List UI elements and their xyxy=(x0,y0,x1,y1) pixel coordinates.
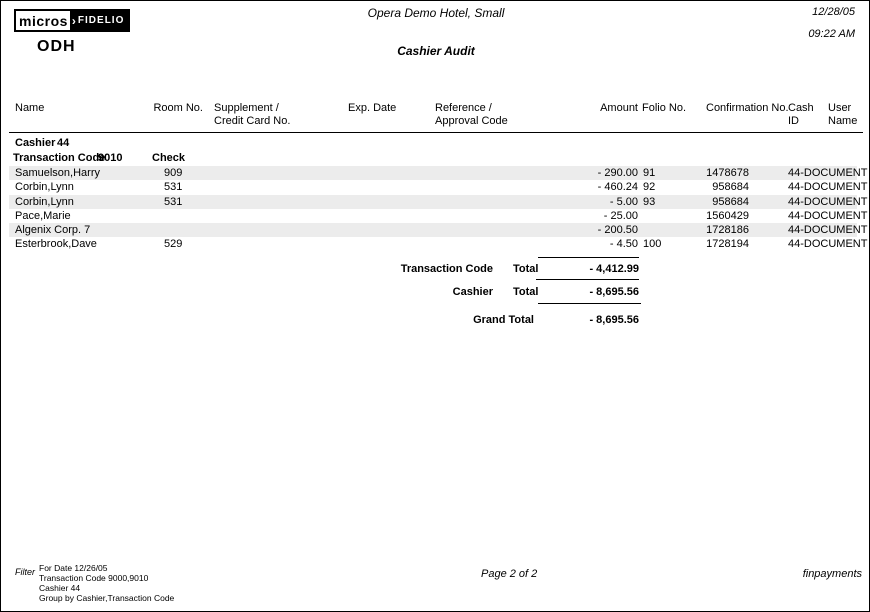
cell-amount: - 25.00 xyxy=(603,209,638,222)
cell-name: Samuelson,Harry xyxy=(15,167,100,179)
cell-name: Corbin,Lynn xyxy=(15,195,74,208)
cell-confirmation: 1728186 xyxy=(706,224,749,237)
col-header-folio: Folio No. xyxy=(642,102,687,114)
cell-user: 44-DOCUMENT xyxy=(788,209,868,222)
cell-user: 44-DOCUMENT xyxy=(788,224,868,237)
grand-total-label: Grand Total xyxy=(473,314,534,326)
table-row: Corbin,Lynn 531 - 5.00 93 958684 44-DOCU… xyxy=(9,194,867,209)
cell-user: 44-DOCUMENT xyxy=(788,195,868,208)
transaction-rows: Samuelson,Harry 909 - 290.00 91 1478678 … xyxy=(9,166,867,252)
table-row: Corbin,Lynn 531 - 460.24 92 958684 44-DO… xyxy=(9,180,867,194)
table-row: Algenix Corp. 7 - 200.50 1728186 44-DOCU… xyxy=(9,223,867,238)
cell-confirmation: 1560429 xyxy=(706,209,749,222)
col-header-user-line1: User xyxy=(828,102,852,114)
page-number: Page 2 of 2 xyxy=(481,568,538,580)
header-divider xyxy=(9,132,863,133)
cell-folio: 91 xyxy=(643,167,656,179)
cell-room: 531 xyxy=(164,195,183,208)
col-header-amount: Amount xyxy=(600,102,638,114)
cell-amount: - 460.24 xyxy=(597,181,638,194)
cell-user: 44-DOCUMENT xyxy=(788,167,868,179)
report-file-name: finpayments xyxy=(802,568,862,580)
total-rule-bottom xyxy=(538,303,641,304)
cell-confirmation: 1478678 xyxy=(706,167,749,179)
txn-total-label: Transaction Code xyxy=(400,263,493,275)
cell-folio: 93 xyxy=(643,195,656,208)
cell-confirmation: 958684 xyxy=(712,181,749,194)
filter-label: Filter xyxy=(15,567,35,577)
micros-fidelio-logo: micros › FIDELIO xyxy=(14,9,131,32)
col-header-cash-line1: Cash xyxy=(788,102,814,114)
cell-name: Esterbrook,Dave xyxy=(15,238,97,251)
cell-name: Pace,Marie xyxy=(15,209,71,222)
filter-line-cashier: Cashier 44 xyxy=(39,583,81,593)
cell-user: 44-DOCUMENT xyxy=(788,238,868,251)
cashier-total-amount: - 8,695.56 xyxy=(589,286,639,298)
col-header-reference-line1: Reference / xyxy=(435,102,492,114)
cell-name: Corbin,Lynn xyxy=(15,181,74,194)
col-header-name: Name xyxy=(15,102,45,114)
col-header-exp-date: Exp. Date xyxy=(348,102,397,114)
col-header-room: Room No. xyxy=(153,102,203,114)
cell-room: 531 xyxy=(164,181,183,194)
cashier-total-word: Total xyxy=(513,286,539,298)
txn-total-word: Total xyxy=(513,263,539,275)
cell-amount: - 200.50 xyxy=(597,224,638,237)
cell-folio: 100 xyxy=(643,238,662,251)
cell-folio: 92 xyxy=(643,181,656,194)
cell-amount: - 4.50 xyxy=(609,238,638,251)
grand-total-amount: - 8,695.56 xyxy=(589,314,639,326)
col-header-reference-line2: Approval Code xyxy=(435,115,508,127)
total-rule-middle xyxy=(536,279,639,280)
cell-amount: - 5.00 xyxy=(609,195,638,208)
property-code: ODH xyxy=(37,38,76,55)
txn-group-label: Transaction Code xyxy=(13,152,106,164)
col-header-confirmation: Confirmation No. xyxy=(706,102,789,114)
cell-name: Algenix Corp. 7 xyxy=(15,224,91,237)
cell-amount: - 290.00 xyxy=(597,167,638,179)
filter-criteria: For Date 12/26/05 Transaction Code 9000,… xyxy=(39,563,174,603)
chevron-icon: › xyxy=(69,11,77,30)
report-title: Cashier Audit xyxy=(397,44,475,58)
cell-room: 909 xyxy=(164,167,183,179)
txn-group-type: Check xyxy=(152,152,186,164)
filter-line-group-by: Group by Cashier,Transaction Code xyxy=(39,593,175,603)
fidelio-logo-text: FIDELIO xyxy=(76,11,129,30)
filter-line-txn-code: Transaction Code 9000,9010 xyxy=(39,573,149,583)
cell-user: 44-DOCUMENT xyxy=(788,181,868,194)
table-row: Samuelson,Harry 909 - 290.00 91 1478678 … xyxy=(9,166,867,181)
cashier-total-label: Cashier xyxy=(452,286,493,298)
cell-room: 529 xyxy=(164,238,183,251)
col-header-cash-line2: ID xyxy=(788,115,799,127)
col-header-user-line2: Name xyxy=(828,115,858,127)
micros-logo-text: micros xyxy=(16,11,70,30)
col-header-supplement-line1: Supplement / xyxy=(214,102,279,114)
cashier-group-number: 44 xyxy=(57,137,70,149)
hotel-name: Opera Demo Hotel, Small xyxy=(367,6,505,20)
col-header-supplement-line2: Credit Card No. xyxy=(214,115,291,127)
total-rule-top xyxy=(538,257,639,258)
cashier-group-label: Cashier xyxy=(15,137,56,149)
report-date: 12/28/05 xyxy=(812,6,855,18)
txn-group-code: 9010 xyxy=(98,152,123,164)
filter-line-date: For Date 12/26/05 xyxy=(39,563,108,573)
report-time: 09:22 AM xyxy=(808,28,855,40)
txn-total-amount: - 4,412.99 xyxy=(589,263,639,275)
table-row: Pace,Marie - 25.00 1560429 44-DOCUMENT xyxy=(9,209,867,223)
table-row: Esterbrook,Dave 529 - 4.50 100 1728194 4… xyxy=(9,237,867,251)
cell-confirmation: 1728194 xyxy=(706,238,749,251)
cell-confirmation: 958684 xyxy=(712,195,749,208)
